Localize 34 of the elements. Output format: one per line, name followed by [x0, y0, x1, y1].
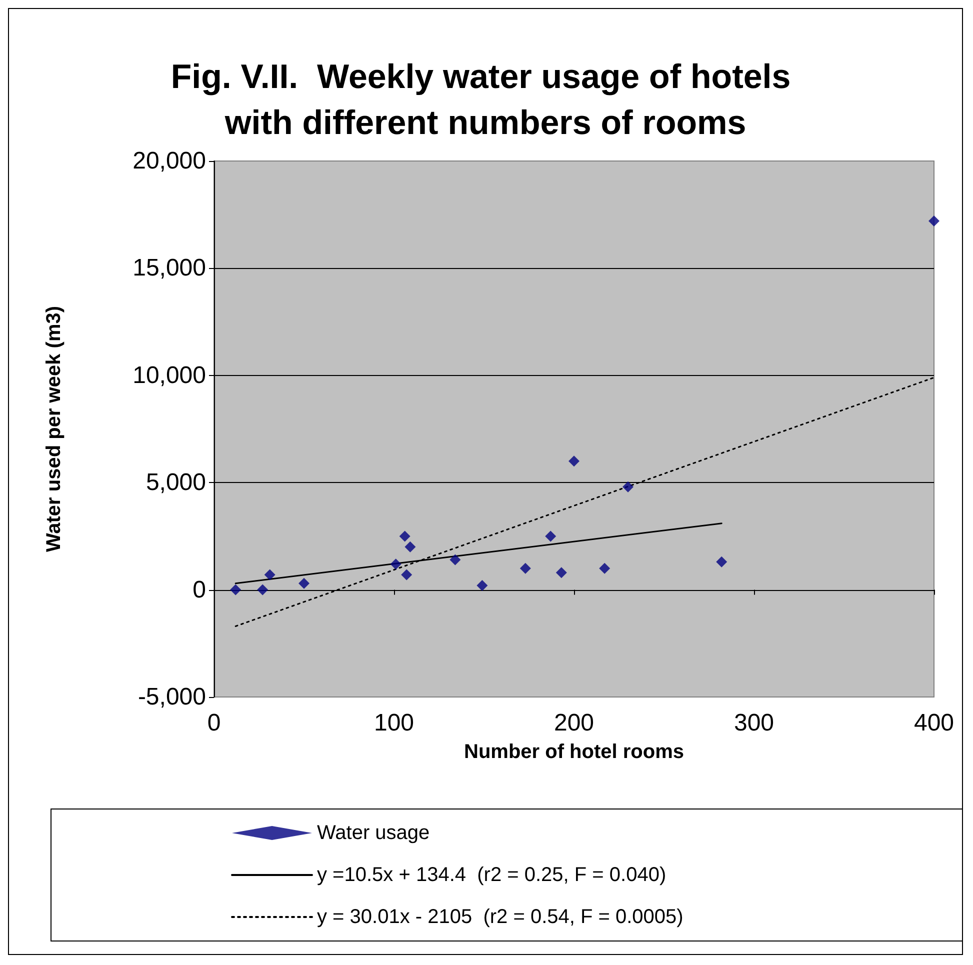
point	[928, 216, 940, 227]
y-tick-label: -5,000	[138, 684, 206, 710]
x-tick-label: 400	[914, 710, 954, 736]
x-tick-label: 100	[374, 710, 414, 736]
y-axis-title: Water used per week (m3)	[43, 306, 65, 552]
legend-label: y = 30.01x - 2105 (r2 = 0.54, F = 0.0005)	[317, 906, 684, 928]
y-tick-label: 20,000	[132, 148, 206, 174]
y-tick-label: 10,000	[132, 362, 206, 389]
point	[230, 584, 242, 596]
point	[476, 580, 488, 592]
legend-label: Water usage	[317, 822, 430, 844]
chart-title: Fig. V.II. Weekly water usage of hotels with different numbers of rooms	[170, 58, 800, 142]
point	[520, 562, 531, 574]
point	[404, 541, 416, 552]
point	[264, 569, 276, 580]
point	[390, 558, 402, 570]
y-tick-label: 15,000	[132, 254, 206, 282]
point	[298, 578, 310, 589]
point	[399, 530, 410, 542]
legend-label: y =10.5x + 134.4 (r2 = 0.25, F = 0.040)	[317, 864, 666, 886]
x-tick-label: 200	[554, 710, 594, 736]
point	[556, 567, 567, 578]
x-tick-label: 300	[734, 710, 774, 736]
point	[622, 481, 634, 492]
point	[716, 556, 728, 568]
point	[599, 562, 610, 574]
x-axis-title: Number of hotel rooms	[464, 741, 684, 763]
point	[257, 584, 268, 596]
point	[401, 569, 412, 580]
point	[450, 554, 461, 566]
y-tick-label: 0	[192, 576, 206, 604]
point	[568, 456, 580, 467]
point	[545, 530, 556, 542]
y-tick-label: 5,000	[146, 469, 206, 496]
